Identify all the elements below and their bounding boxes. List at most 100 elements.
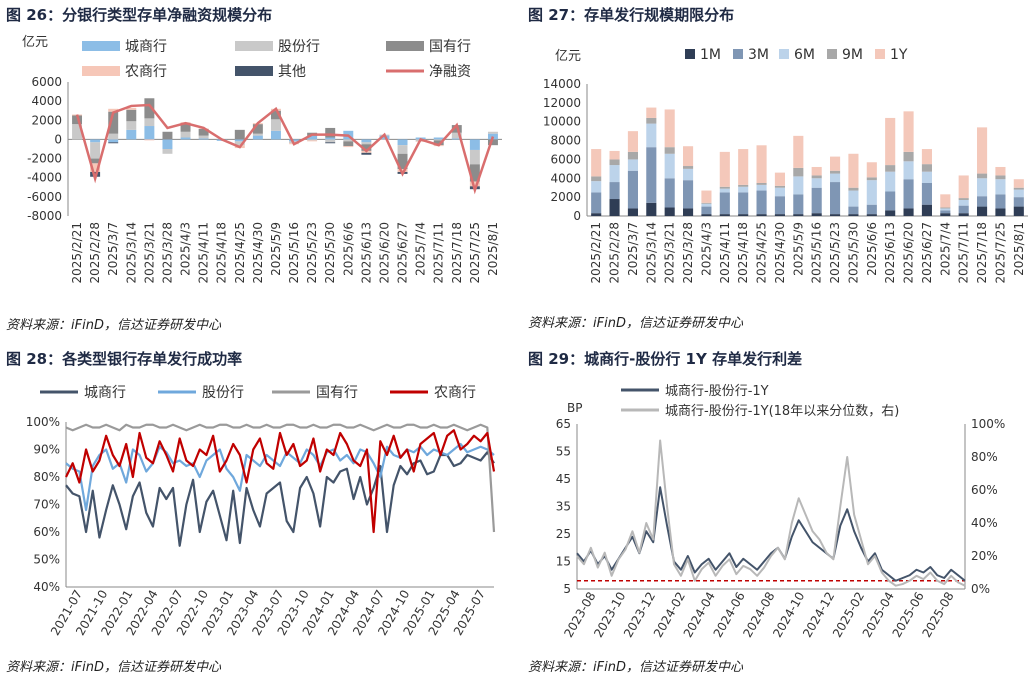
x-tick-label: 2025/5/16 bbox=[810, 222, 824, 284]
bar-segment bbox=[664, 207, 675, 216]
bar-segment bbox=[180, 137, 191, 140]
bar-segment bbox=[361, 144, 372, 151]
y-tick-label: 40% bbox=[33, 580, 60, 594]
x-tick-label: 2025/5/23 bbox=[305, 222, 319, 284]
x-tick-label: 2025/6/20 bbox=[377, 222, 391, 284]
bar-segment bbox=[701, 190, 712, 203]
legend-label: 国有行 bbox=[429, 39, 471, 55]
bar-segment bbox=[719, 192, 730, 215]
bar-segment bbox=[646, 202, 657, 216]
bar-segment bbox=[701, 206, 712, 215]
y-tick-label: 35 bbox=[556, 500, 571, 514]
y-tick-label: 5 bbox=[563, 582, 571, 596]
bar-segment bbox=[793, 194, 804, 215]
x-tick-label: 2025/6/13 bbox=[359, 222, 373, 284]
x-tick-label: 2025/7/4 bbox=[414, 222, 428, 276]
bar-segment bbox=[591, 149, 602, 177]
bar-segment bbox=[921, 149, 932, 165]
x-tick-label: 2025/4/25 bbox=[755, 222, 769, 284]
bar-segment bbox=[90, 163, 101, 172]
bar-segment bbox=[289, 139, 300, 142]
legend-swatch bbox=[779, 49, 789, 59]
bar-segment bbox=[848, 187, 859, 191]
x-tick-label: 2025/4/30 bbox=[773, 222, 787, 284]
bar-segment bbox=[162, 131, 173, 140]
legend-swatch bbox=[733, 49, 743, 59]
bar-segment bbox=[756, 184, 767, 191]
bar-segment bbox=[921, 183, 932, 205]
chart-source-26: 资料来源：iFinD，信达证券研发中心 bbox=[6, 318, 221, 333]
chart-source-27: 资料来源：iFinD，信达证券研发中心 bbox=[528, 316, 743, 331]
bar-segment bbox=[940, 213, 951, 216]
chart-26-svg: 6000 4000 2000 0 -2000 -4000 -6000 -8000 亿元 2025/… bbox=[22, 35, 502, 284]
bar-segment bbox=[830, 170, 841, 174]
y-tick-label: 25 bbox=[556, 527, 571, 541]
x-tick-label: 2025/4/18 bbox=[736, 222, 750, 284]
bar-segment bbox=[252, 133, 263, 136]
y-tick-label: -8000 bbox=[27, 209, 62, 223]
bar-segment bbox=[609, 165, 620, 183]
series-line bbox=[65, 451, 495, 547]
bar-segment bbox=[90, 158, 101, 164]
x-tick-label: 2025/7/4 bbox=[938, 222, 952, 276]
legend-swatch bbox=[235, 41, 273, 51]
x-tick-label: 2025/7/11 bbox=[432, 222, 446, 284]
y-unit-label: 亿元 bbox=[555, 49, 581, 64]
bar-segment bbox=[325, 139, 336, 143]
bar-segment bbox=[72, 124, 83, 140]
legend-label: 1M bbox=[700, 47, 721, 63]
bar-segment bbox=[756, 183, 767, 185]
bar-segment bbox=[325, 137, 336, 140]
bar-segment bbox=[108, 133, 119, 140]
bar-segment bbox=[719, 214, 730, 216]
bar-segment bbox=[977, 173, 988, 179]
x-tick-label: 2025/6/6 bbox=[865, 222, 879, 276]
bar-segment bbox=[738, 149, 749, 185]
legend-label: 1Y bbox=[890, 47, 908, 63]
bar-segment bbox=[325, 142, 336, 144]
y-unit-label: BP bbox=[567, 401, 582, 415]
x-tick-label: 2025/3/21 bbox=[142, 222, 156, 284]
legend-swatch bbox=[685, 49, 695, 59]
bar-segment bbox=[958, 198, 969, 200]
bar-segment bbox=[361, 142, 372, 145]
bar-segment bbox=[1013, 189, 1024, 198]
x-tick-label: 2025/5/9 bbox=[269, 222, 283, 276]
bar-segment bbox=[774, 187, 785, 197]
bar-segment bbox=[958, 175, 969, 199]
bar-segment bbox=[977, 196, 988, 207]
y2-tick-label: 40% bbox=[971, 516, 998, 530]
bar-segment bbox=[198, 135, 209, 139]
y-tick-label: 8000 bbox=[550, 134, 581, 148]
x-tick-label: 2025/6/6 bbox=[341, 222, 355, 276]
bar-segment bbox=[774, 196, 785, 215]
y-tick-label: -2000 bbox=[27, 152, 62, 166]
x-tick-label: 2025/4/18 bbox=[215, 222, 229, 284]
x-tick-label: 2025/2/28 bbox=[608, 222, 622, 284]
bar-segment bbox=[144, 126, 155, 140]
y2-tick-label: 20% bbox=[971, 549, 998, 563]
y-tick-label: 6000 bbox=[31, 75, 62, 89]
bar-segment bbox=[627, 170, 638, 209]
bar-segment bbox=[451, 132, 462, 139]
bar-segment bbox=[397, 139, 408, 146]
bar-segment bbox=[646, 107, 657, 118]
bar-segment bbox=[756, 145, 767, 183]
series-line bbox=[65, 423, 496, 533]
legend-label: 国有行 bbox=[316, 385, 358, 401]
chart-28-svg: 100%90%80%70%60%50%40%2021-072021-102022… bbox=[26, 385, 496, 638]
bar-segment bbox=[307, 139, 318, 141]
bar-segment bbox=[921, 164, 932, 172]
bar-segment bbox=[433, 140, 444, 146]
bar-segment bbox=[397, 145, 408, 154]
bar-segment bbox=[830, 156, 841, 171]
bar-segment bbox=[90, 142, 101, 159]
bar-segment bbox=[830, 214, 841, 216]
bar-segment bbox=[591, 192, 602, 214]
bar-segment bbox=[627, 159, 638, 171]
bar-segment bbox=[609, 182, 620, 200]
bar-segment bbox=[958, 213, 969, 216]
bar-segment bbox=[774, 214, 785, 216]
x-tick-label: 2025/4/25 bbox=[233, 222, 247, 284]
bar-segment bbox=[433, 137, 444, 140]
